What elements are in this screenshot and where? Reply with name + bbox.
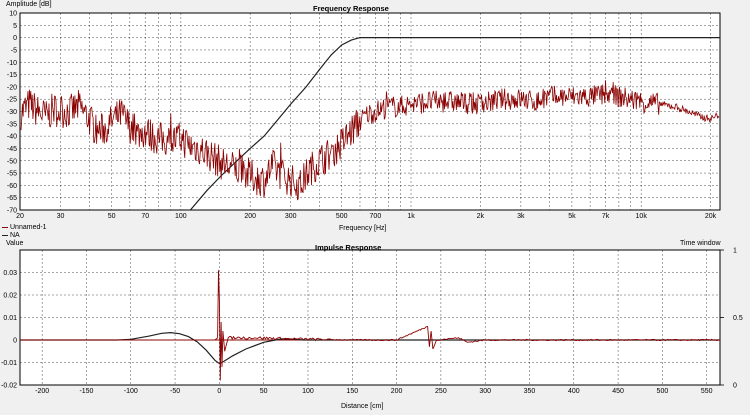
time-window-tick-label-0p5: 0.5 xyxy=(733,315,743,322)
frequency-ytick-label--60: -60 xyxy=(7,183,17,190)
frequency-ytick-label--15: -15 xyxy=(7,72,17,79)
frequency-ytick-label-0: 0 xyxy=(13,35,17,42)
series-na-frequency-line xyxy=(189,36,720,211)
frequency-xtick-label-30: 30 xyxy=(57,213,65,220)
frequency-xtick-label-700: 700 xyxy=(370,213,382,220)
impulse-xtick-label-500: 500 xyxy=(657,388,669,395)
impulse-xtick-label--50: -50 xyxy=(170,388,180,395)
frequency-xtick-label-5k: 5k xyxy=(568,213,576,220)
impulse-xtick-label-400: 400 xyxy=(568,388,580,395)
frequency-xtick-label-2k: 2k xyxy=(477,213,485,220)
frequency-response-title: Frequency Response xyxy=(313,4,389,13)
impulse-ytick-label--0p01: -0.01 xyxy=(1,360,17,367)
impulse-xtick-label--200: -200 xyxy=(35,388,49,395)
frequency-xtick-label-300: 300 xyxy=(285,213,297,220)
frequency-ytick-label--25: -25 xyxy=(7,97,17,104)
impulse-xtick-label-0: 0 xyxy=(217,388,221,395)
time-window-tick-label-1: 1 xyxy=(733,248,737,255)
frequency-ytick-label--30: -30 xyxy=(7,109,17,116)
impulse-xtick-label-200: 200 xyxy=(391,388,403,395)
impulse-xtick-label-450: 450 xyxy=(612,388,624,395)
impulse-xtick-label-550: 550 xyxy=(701,388,713,395)
frequency-xtick-label-50: 50 xyxy=(108,213,116,220)
frequency-ytick-label-5: 5 xyxy=(13,23,17,30)
bottom-x-axis-title: Distance [cm] xyxy=(341,403,384,410)
time-window-tick-label-0: 0 xyxy=(733,383,737,390)
legend-label-unnamed-1: Unnamed-1 xyxy=(10,224,47,231)
impulse-ytick-label--0p02: -0.02 xyxy=(1,383,17,390)
frequency-ytick-label--50: -50 xyxy=(7,158,17,165)
frequency-ytick-label--65: -65 xyxy=(7,195,17,202)
frequency-xtick-label-3k: 3k xyxy=(517,213,525,220)
impulse-ytick-label-0p02: 0.02 xyxy=(3,293,17,300)
bottom-y-axis-title: Value xyxy=(6,240,24,247)
frequency-ytick-label--35: -35 xyxy=(7,121,17,128)
frequency-ytick-label--40: -40 xyxy=(7,134,17,141)
impulse-ytick-label-0p03: 0.03 xyxy=(3,270,17,277)
top-x-axis-title: Frequency [Hz] xyxy=(339,225,387,232)
frequency-ytick-label--45: -45 xyxy=(7,146,17,153)
frequency-xtick-label-20: 20 xyxy=(16,213,24,220)
impulse-xtick-label--100: -100 xyxy=(124,388,138,395)
series-unnamed-1-impulse-line xyxy=(20,270,721,381)
impulse-xtick-label-350: 350 xyxy=(524,388,536,395)
frequency-ytick-label--20: -20 xyxy=(7,84,17,91)
frequency-ytick-label--70: -70 xyxy=(7,208,17,215)
frequency-xtick-label-70: 70 xyxy=(141,213,149,220)
impulse-xtick-label-50: 50 xyxy=(260,388,268,395)
frequency-ytick-label--55: -55 xyxy=(7,171,17,178)
impulse-response-title: Impulse Response xyxy=(315,243,382,252)
frequency-xtick-label-1k: 1k xyxy=(407,213,415,220)
impulse-xtick-label-250: 250 xyxy=(435,388,447,395)
impulse-xtick-label-100: 100 xyxy=(302,388,314,395)
legend-swatch-unnamed-1 xyxy=(2,227,8,228)
time-window-axis-title: Time window xyxy=(680,240,721,247)
frequency-response-plot[interactable]: 1050-5-10-15-20-25-30-35-40-45-50-55-60-… xyxy=(7,11,721,221)
impulse-xtick-label--150: -150 xyxy=(79,388,93,395)
frequency-ytick-label--5: -5 xyxy=(11,47,17,54)
frequency-xtick-label-10k: 10k xyxy=(636,213,648,220)
frequency-xtick-label-7k: 7k xyxy=(602,213,610,220)
legend-label-na: NA xyxy=(10,232,20,239)
frequency-xtick-label-100: 100 xyxy=(175,213,187,220)
legend-swatch-na xyxy=(2,235,8,236)
impulse-xtick-label-300: 300 xyxy=(479,388,491,395)
top-y-axis-title: Amplitude [dB] xyxy=(6,1,52,8)
frequency-xtick-label-20k: 20k xyxy=(705,213,717,220)
frequency-xtick-label-200: 200 xyxy=(244,213,256,220)
impulse-ytick-label-0: 0 xyxy=(13,338,17,345)
frequency-ytick-label--10: -10 xyxy=(7,60,17,67)
impulse-xtick-label-150: 150 xyxy=(346,388,358,395)
impulse-response-plot[interactable]: -200 -150 -100 -50 0 50 100 150 200 250 300 350 400 4… xyxy=(1,248,743,396)
frequency-ytick-label-10: 10 xyxy=(9,11,17,18)
impulse-ytick-label-0p01: 0.01 xyxy=(3,315,17,322)
series-unnamed-1-frequency-line xyxy=(20,80,720,201)
frequency-xtick-label-500: 500 xyxy=(336,213,348,220)
